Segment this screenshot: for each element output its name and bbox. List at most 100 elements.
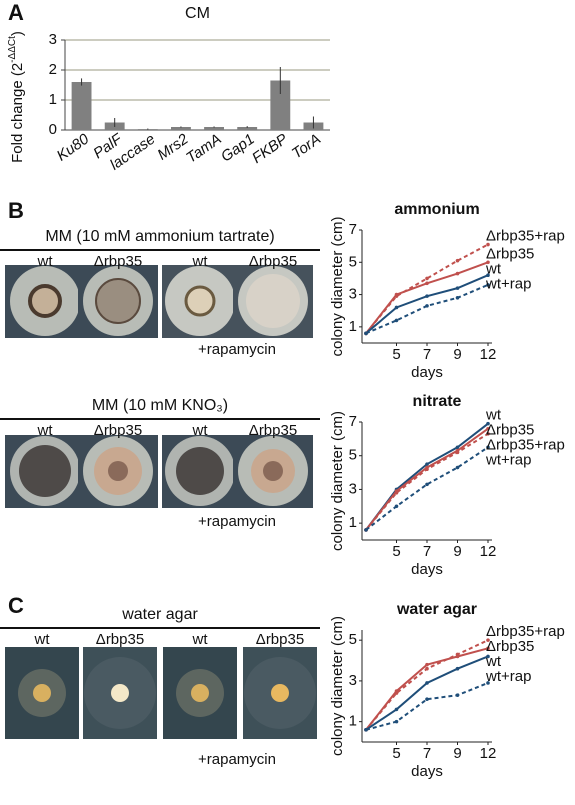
- x-tick-label: 7: [423, 346, 431, 363]
- point: [486, 432, 490, 436]
- plate-label: wt: [37, 422, 54, 439]
- y-axis-label: Fold change (2-ΔΔCt): [7, 31, 26, 163]
- plate-label: Δrbp35: [96, 631, 144, 648]
- point: [425, 467, 429, 472]
- x-axis-label: days: [411, 763, 443, 780]
- point: [425, 281, 429, 286]
- bar: [237, 127, 258, 130]
- y-axis-label: colony diameter (cm): [329, 216, 346, 356]
- x-tick-label: 12: [480, 745, 497, 762]
- chart-title: nitrate: [413, 393, 462, 410]
- plate-photos: [5, 265, 317, 739]
- point: [455, 258, 460, 263]
- treatment-note: +rapamycin: [198, 341, 276, 358]
- x-tick-label: 7: [423, 745, 431, 762]
- x-tick-label: Gap1: [218, 131, 258, 166]
- y-tick-label: 7: [349, 221, 357, 238]
- point: [486, 646, 490, 651]
- y-tick-label: 1: [349, 713, 357, 730]
- legend-label: Δrbp35+rap: [486, 437, 565, 454]
- point: [425, 662, 429, 667]
- panel-letter: C: [8, 593, 24, 618]
- point: [486, 654, 490, 659]
- x-tick-label: 5: [392, 745, 400, 762]
- legend-label: wt: [485, 407, 502, 424]
- point: [486, 283, 490, 287]
- bar: [204, 127, 224, 130]
- point: [425, 276, 429, 281]
- plate-label: wt: [34, 631, 51, 648]
- point: [455, 445, 460, 450]
- x-tick-label: 5: [392, 346, 400, 363]
- legend-label: wt: [485, 653, 502, 670]
- y-tick-label: 3: [49, 31, 57, 48]
- point: [425, 697, 429, 702]
- point: [486, 638, 490, 642]
- y-tick-label: 5: [349, 447, 357, 464]
- point: [455, 271, 460, 276]
- point: [364, 727, 368, 732]
- legend-label: wt+rap: [485, 275, 531, 292]
- chart-title: CM: [185, 5, 210, 22]
- bar: [71, 82, 92, 130]
- point: [486, 242, 490, 247]
- point: [486, 273, 490, 278]
- point: [455, 465, 460, 470]
- plate-label: Δrbp35: [256, 631, 304, 648]
- y-tick-label: 7: [349, 413, 357, 430]
- series-line: [365, 243, 489, 334]
- y-tick-label: 3: [349, 480, 357, 497]
- x-tick-label: 5: [392, 543, 400, 560]
- x-tick-label: FKBP: [249, 131, 291, 167]
- x-tick-label: TorA: [289, 131, 324, 163]
- y-tick-label: 5: [349, 631, 357, 648]
- series-line: [365, 682, 489, 731]
- panel-letter: A: [8, 0, 24, 25]
- point: [455, 666, 460, 671]
- point: [425, 294, 429, 298]
- point: [394, 491, 399, 495]
- legend-label: Δrbp35+rap: [486, 227, 565, 244]
- point: [425, 304, 429, 308]
- point: [394, 689, 399, 693]
- series-line: [365, 422, 489, 531]
- panel-letter: B: [8, 198, 24, 223]
- y-tick-label: 5: [349, 253, 357, 270]
- point: [394, 305, 399, 310]
- legend-label: Δrbp35+rap: [486, 623, 565, 640]
- treatment-note: +rapamycin: [198, 513, 276, 530]
- legend-label: wt+rap: [485, 452, 531, 469]
- point: [394, 318, 399, 323]
- y-tick-label: 3: [349, 672, 357, 689]
- point: [364, 331, 368, 336]
- plate-label: wt: [192, 422, 209, 439]
- point: [425, 482, 429, 487]
- legend-label: Δrbp35: [486, 422, 534, 439]
- x-tick-label: 9: [453, 745, 461, 762]
- legend-label: wt+rap: [485, 668, 531, 685]
- y-tick-label: 2: [49, 61, 57, 78]
- series-line: [365, 446, 489, 531]
- point: [486, 445, 490, 450]
- x-tick-label: 12: [480, 543, 497, 560]
- bar: [270, 80, 291, 130]
- point: [394, 292, 399, 297]
- plate-header: MM (10 mM ammonium tartrate): [45, 228, 274, 245]
- plate-label: wt: [192, 631, 209, 648]
- point: [425, 681, 429, 685]
- x-tick-label: 12: [480, 346, 497, 363]
- point: [455, 450, 460, 455]
- y-tick-label: 1: [349, 318, 357, 335]
- y-axis-label-part: ): [9, 31, 26, 36]
- point: [394, 707, 399, 712]
- y-tick-label: 3: [349, 286, 357, 303]
- point: [364, 528, 368, 532]
- plate-label: wt: [192, 253, 209, 270]
- point: [425, 462, 429, 466]
- point: [486, 681, 490, 685]
- point: [455, 286, 460, 290]
- y-tick-label: 0: [49, 121, 57, 138]
- y-axis-label-part: -ΔΔCt: [7, 36, 18, 63]
- x-axis-label: days: [411, 561, 443, 578]
